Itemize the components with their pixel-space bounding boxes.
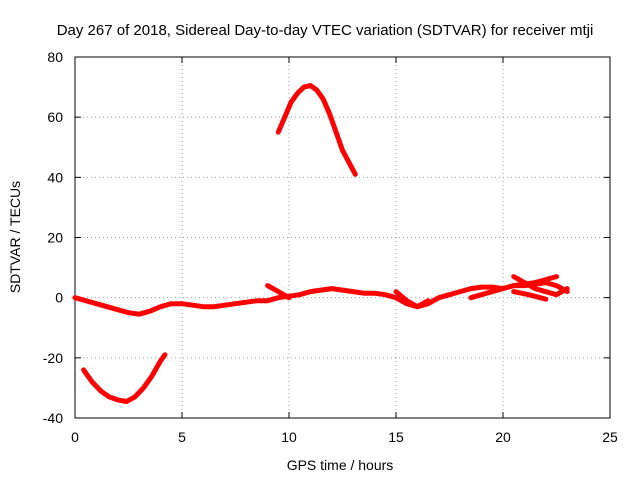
series-line-upper-arc (275, 83, 358, 177)
chart-title: Day 267 of 2018, Sidereal Day-to-day VTE… (57, 22, 594, 39)
y-tick-label: 20 (47, 230, 63, 246)
series-line-segment-3 (468, 274, 559, 301)
series-line-segment-2 (393, 289, 431, 310)
x-tick-label: 5 (178, 429, 186, 445)
grid (75, 57, 610, 418)
y-tick-label: -20 (43, 350, 63, 366)
y-tick-label: 60 (47, 109, 63, 125)
series-line-segment-4 (511, 274, 570, 298)
y-tick-label: -40 (43, 410, 63, 426)
series-line-lower-arc (81, 352, 168, 404)
y-axis: -40 -20 0 20 40 60 80 (43, 49, 610, 426)
y-axis-label: SDTVAR / TECUs (7, 181, 23, 293)
y-tick-label: 80 (47, 49, 63, 65)
series-line-baseline (72, 280, 570, 317)
y-tick-label: 40 (47, 169, 63, 185)
x-tick-label: 15 (388, 429, 404, 445)
x-tick-label: 10 (281, 429, 297, 445)
x-tick-label: 0 (71, 429, 79, 445)
x-axis-label: GPS time / hours (287, 457, 394, 473)
series-line-segment-1 (265, 283, 292, 301)
series-line-segment-5 (511, 289, 549, 302)
x-tick-label: 25 (602, 429, 618, 445)
x-tick-label: 20 (495, 429, 511, 445)
y-tick-label: 0 (55, 290, 63, 306)
series-group (72, 83, 570, 404)
x-axis: 0 5 10 15 20 25 (71, 57, 618, 445)
